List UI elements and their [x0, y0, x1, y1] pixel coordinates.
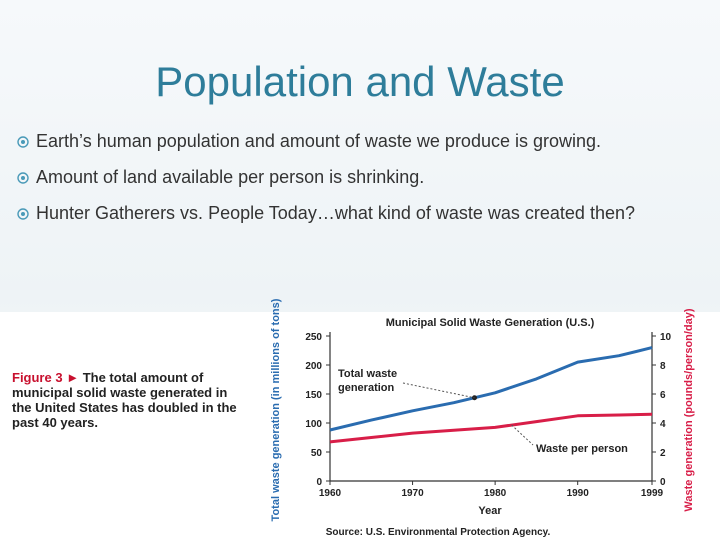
chart-source: Source: U.S. Environmental Protection Ag…	[326, 527, 551, 538]
figure-caption-text: The total amount of municipal solid wast…	[12, 370, 237, 430]
x-axis-label: Year	[478, 505, 502, 517]
bullet-icon	[17, 172, 29, 184]
bullet-text: Earth’s human population and amount of w…	[36, 131, 602, 151]
figure-arrow-icon: ►	[66, 370, 80, 385]
y-left-tick-label: 200	[305, 361, 322, 372]
figure-label: Figure 3	[12, 370, 63, 385]
slide-title: Population and Waste	[155, 58, 565, 105]
annotation-label: Waste per person	[536, 443, 628, 455]
y-right-tick-label: 0	[660, 477, 666, 488]
series-line-total-waste	[329, 346, 653, 432]
y-left-tick-label: 250	[305, 332, 322, 343]
y-right-tick-label: 10	[660, 332, 672, 343]
x-tick-label: 1960	[319, 488, 342, 499]
chart-title: Municipal Solid Waste Generation (U.S.)	[386, 317, 595, 329]
y-left-tick-label: 150	[305, 390, 322, 401]
y-left-tick-label: 0	[316, 477, 322, 488]
x-tick-label: 1999	[641, 488, 664, 499]
x-tick-label: 1990	[567, 488, 590, 499]
annotation-leader	[511, 424, 534, 446]
x-tick-label: 1980	[484, 488, 507, 499]
bullet-list: Earth’s human population and amount of w…	[16, 130, 706, 238]
figure-caption: Figure 3 ► The total amount of municipal…	[12, 370, 247, 430]
y-left-tick-label: 50	[311, 448, 323, 459]
chart-plot: 0 50 100 150 200 250 0 2 4 6 8 10 1960 1970 1980 1990 19…	[305, 332, 672, 499]
x-tick-label: 1970	[401, 488, 424, 499]
y-right-tick-label: 6	[660, 390, 666, 401]
y-right-tick-label: 8	[660, 361, 666, 372]
bullet-item: Earth’s human population and amount of w…	[16, 130, 706, 152]
annotation-label: Total waste	[338, 368, 397, 380]
bullet-item: Amount of land available per person is s…	[16, 166, 706, 188]
bullet-item: Hunter Gatherers vs. People Today…what k…	[16, 202, 706, 224]
annotation-leader	[402, 382, 475, 399]
bullet-icon	[17, 208, 29, 220]
series-line-waste-per-person	[329, 412, 653, 444]
y-axis-label-left: Total waste generation (in millions of t…	[270, 298, 282, 521]
bullet-text: Amount of land available per person is s…	[36, 167, 425, 187]
annotation-label: generation	[338, 382, 395, 394]
y-right-tick-label: 2	[660, 448, 666, 459]
y-axis-label-right: Waste generation (pounds/person/day)	[683, 308, 695, 511]
figure-panel	[0, 312, 720, 540]
bullet-text: Hunter Gatherers vs. People Today…what k…	[36, 203, 635, 223]
bullet-icon	[17, 136, 29, 148]
y-left-tick-label: 100	[305, 419, 322, 430]
y-right-tick-label: 4	[660, 419, 666, 430]
